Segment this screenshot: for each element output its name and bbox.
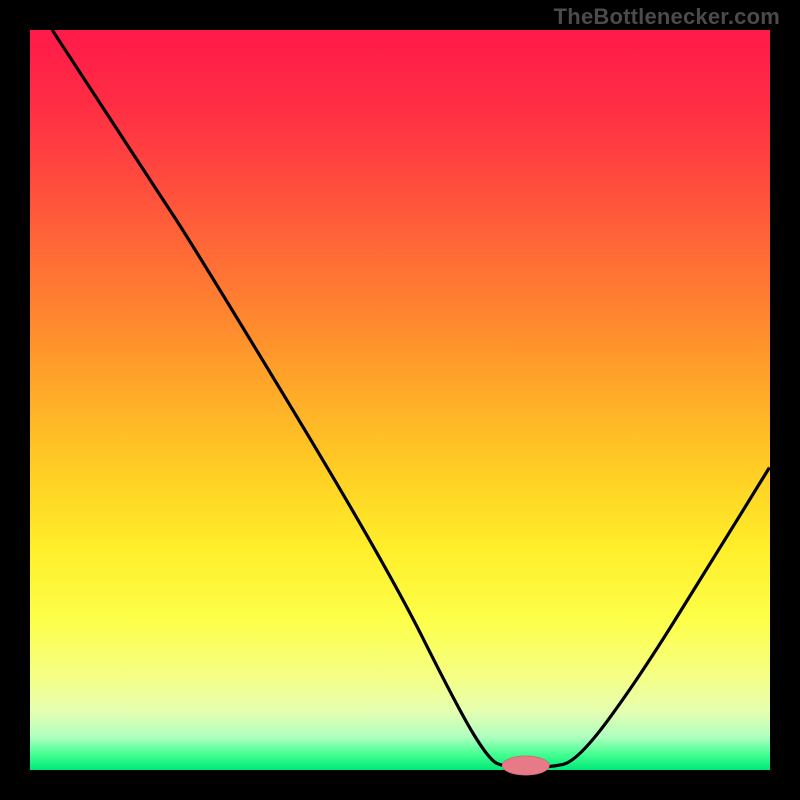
chart-background-gradient xyxy=(30,30,770,770)
chart-frame: { "watermark": { "text": "TheBottlenecke… xyxy=(0,0,800,800)
bottleneck-chart xyxy=(0,0,800,800)
optimal-point-marker xyxy=(502,756,549,775)
